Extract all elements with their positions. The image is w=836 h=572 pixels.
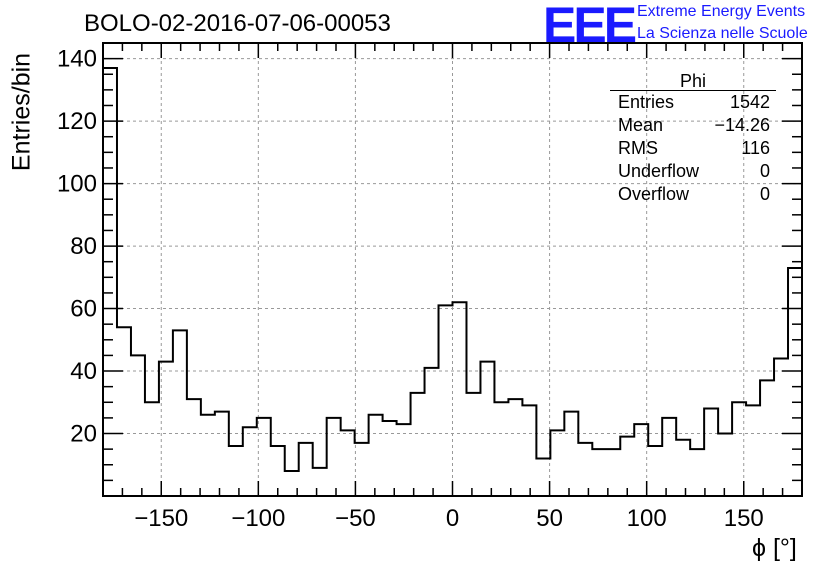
histogram-bin [704, 409, 718, 496]
histogram-bin [592, 449, 606, 496]
histogram-bin [257, 418, 271, 496]
y-tick-label: 140 [57, 46, 97, 73]
histogram-bin [466, 393, 480, 496]
histogram-bin [215, 412, 229, 496]
logo-tagline-1: Extreme Energy Events [637, 3, 806, 20]
x-tick-label: 0 [446, 505, 459, 532]
histogram-bin [201, 415, 215, 496]
x-tick-label: 150 [724, 505, 764, 532]
histogram-bin [117, 327, 131, 496]
histogram-bin [145, 402, 159, 496]
histogram-bin [411, 393, 425, 496]
histogram-bin [494, 402, 508, 496]
y-tick-label: 80 [70, 233, 97, 260]
x-tick-label: −150 [134, 505, 188, 532]
histogram-bin [187, 399, 201, 496]
histogram-bin [648, 446, 662, 496]
histogram-bin [634, 424, 648, 496]
stats-value: 116 [741, 138, 770, 158]
histogram-bin [522, 405, 536, 496]
histogram-bin [564, 412, 578, 496]
logo-tagline-2: La Scienza nelle Scuole [637, 25, 808, 42]
histogram-bin [425, 368, 439, 496]
histogram-bin [760, 380, 774, 496]
y-tick-label: 60 [70, 296, 97, 323]
stats-value: 0 [759, 161, 770, 181]
histogram-bin [774, 359, 788, 496]
y-tick-label: 40 [70, 358, 97, 385]
x-axis-title: ϕ [°] [752, 534, 797, 562]
stats-label: Entries [618, 92, 675, 112]
histogram-bin [285, 471, 299, 496]
stats-value: −14.26 [714, 115, 770, 135]
histogram-bin [271, 446, 285, 496]
histogram-bin [746, 405, 760, 496]
histogram-bin [620, 437, 634, 496]
histogram-bin [327, 418, 341, 496]
x-tick-label: −50 [335, 505, 376, 532]
x-tick-label: −100 [231, 505, 285, 532]
histogram-bin [243, 427, 257, 496]
histogram-bin [355, 443, 369, 496]
histogram-bin [480, 362, 494, 496]
stats-value: 1542 [729, 92, 770, 112]
stats-label: Underflow [618, 161, 700, 181]
histogram-bin [550, 430, 564, 496]
histogram-bin [439, 305, 453, 496]
histogram-bin [536, 459, 550, 496]
y-tick-label: 100 [57, 171, 97, 198]
histogram-bin [159, 362, 173, 496]
chart-title: BOLO-02-2016-07-06-00053 [84, 10, 391, 37]
histogram-bin [397, 424, 411, 496]
stats-row-mean: Mean −14.26 [610, 114, 776, 137]
stats-value: 0 [759, 184, 770, 204]
histogram-bin [229, 446, 243, 496]
stats-row-rms: RMS 116 [610, 137, 776, 160]
stats-label: Overflow [618, 184, 690, 204]
histogram-bin [313, 468, 327, 496]
histogram-bin [606, 449, 620, 496]
histogram-bin [103, 68, 117, 496]
histogram-bin [383, 421, 397, 496]
x-tick-label: 50 [536, 505, 563, 532]
plot-frame [102, 42, 803, 497]
histogram-bin [662, 418, 676, 496]
histogram-bin [508, 399, 522, 496]
stats-title: Phi [610, 72, 776, 91]
stats-box: Phi Entries 1542 Mean −14.26 RMS 116 Und… [610, 72, 776, 206]
stats-row-overflow: Overflow 0 [610, 183, 776, 206]
histogram-bin [578, 443, 592, 496]
histogram-bin [453, 302, 467, 496]
y-tick-label: 120 [57, 108, 97, 135]
y-axis-title: Entries/bin [7, 52, 36, 172]
histogram-bin [718, 434, 732, 496]
histogram-bin [732, 402, 746, 496]
stats-label: RMS [618, 138, 658, 158]
stats-label: Mean [618, 115, 664, 135]
histogram-bin [690, 449, 704, 496]
eee-logo: EEE [543, 0, 637, 53]
histogram-bin [676, 440, 690, 496]
stats-row-underflow: Underflow 0 [610, 160, 776, 183]
histogram-bin [788, 268, 802, 496]
x-tick-label: 100 [627, 505, 667, 532]
histogram-bin [341, 430, 355, 496]
histogram-bin [369, 415, 383, 496]
histogram-bin [173, 330, 187, 496]
y-tick-label: 20 [70, 421, 97, 448]
histogram-bin [131, 355, 145, 496]
histogram-series [103, 66, 802, 473]
histogram-bin [299, 443, 313, 496]
stats-row-entries: Entries 1542 [610, 91, 776, 114]
